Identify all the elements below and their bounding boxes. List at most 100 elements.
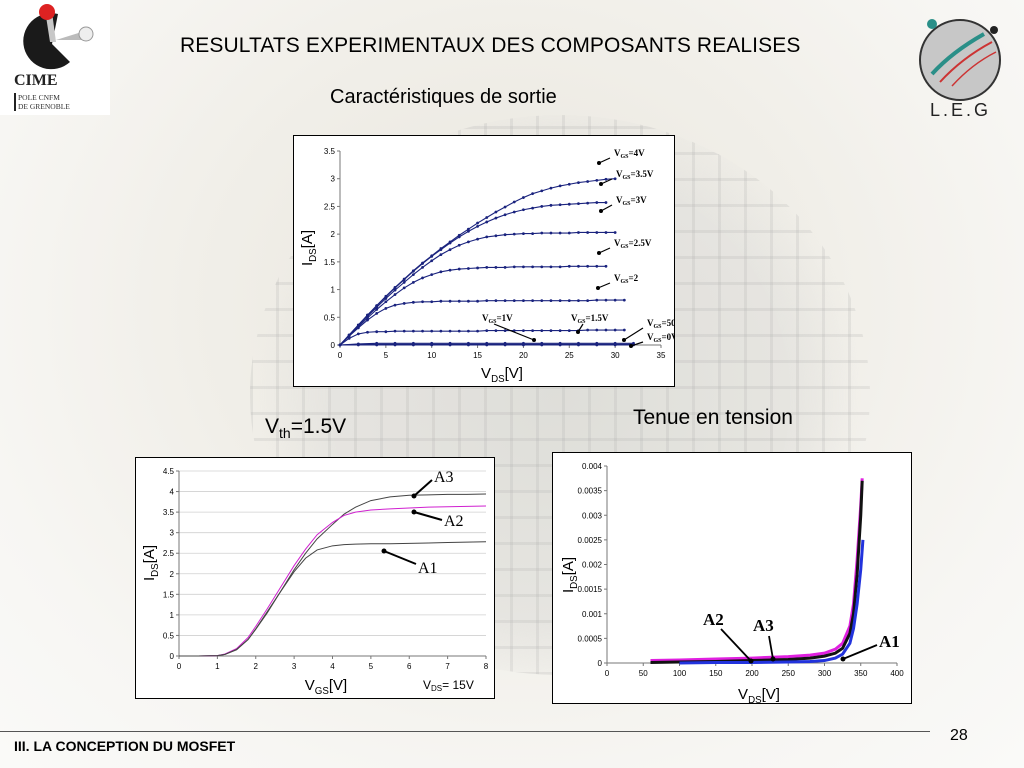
data-point: [586, 201, 590, 205]
y-tick-label: 0.0015: [578, 585, 603, 594]
x-tick-label: 3: [292, 662, 297, 671]
x-tick-label: 4: [330, 662, 335, 671]
data-point: [393, 293, 397, 296]
x-tick-label: 25: [565, 351, 574, 360]
x-tick-label: 400: [890, 669, 904, 678]
cime-subtitle-line2: DE GRENOBLE: [18, 102, 70, 111]
arrow-head: [411, 493, 417, 499]
data-point: [375, 308, 379, 311]
data-point: [595, 343, 599, 347]
label-arrow: [720, 628, 752, 662]
data-point: [522, 329, 525, 332]
data-point: [522, 196, 525, 199]
label-arrow: [600, 178, 613, 185]
arrow-head: [532, 338, 536, 342]
data-point: [494, 210, 498, 214]
vth-subscript: th: [279, 425, 291, 442]
data-point: [411, 273, 415, 277]
y-tick-label: 0.0035: [578, 487, 603, 496]
data-point: [586, 264, 590, 268]
data-point: [439, 299, 443, 303]
data-point: [375, 343, 379, 347]
label-arrow: [413, 511, 443, 521]
y-tick-label: 1: [170, 611, 175, 620]
y-tick-label: 3.5: [163, 508, 175, 517]
data-point: [476, 299, 479, 303]
data-point: [356, 326, 360, 330]
data-point: [604, 177, 608, 181]
data-point: [439, 253, 443, 257]
data-point: [467, 267, 470, 270]
data-point: [540, 343, 544, 347]
arrow-head: [840, 656, 846, 662]
cime-emblem-icon: [23, 4, 94, 70]
data-point: [338, 343, 342, 347]
data-point: [549, 186, 553, 190]
data-point: [586, 180, 590, 183]
data-point: [476, 224, 479, 228]
y-tick-label: 0: [331, 341, 336, 350]
y-tick-label: 0.003: [582, 511, 603, 520]
y-tick-label: 0.001: [582, 610, 603, 619]
data-point: [485, 266, 489, 269]
data-point: [622, 328, 626, 332]
data-point: [393, 288, 397, 292]
data-point: [512, 265, 516, 269]
leg-emblem-icon: [919, 19, 1001, 101]
data-point: [549, 203, 553, 207]
series-label: VGS=2.5V: [614, 238, 652, 250]
breakdown-plot: 0 0.0005 0.001 0.0015 0.002 0.0025 0.003 0.0035…: [560, 462, 904, 706]
data-point: [503, 343, 507, 347]
data-point: [393, 329, 397, 333]
data-point: [540, 265, 544, 269]
data-point: [567, 299, 571, 303]
data-point: [384, 307, 388, 310]
data-point: [613, 231, 617, 234]
x-tick-label: 50: [639, 669, 648, 678]
output-characteristics-chart: 0 0.5 1 1.5 2 2.5 3 3.5 0 5 10 15 20 25 30 35 IDS[A] VDS[…: [293, 135, 695, 387]
series-line: [179, 505, 487, 657]
series-label: VGS=1.5V: [571, 313, 609, 325]
label-arrow: [383, 550, 417, 565]
y-tick-label: 2.5: [324, 202, 336, 211]
x-axis-title: VGS[V]: [305, 677, 347, 697]
x-tick-label: 20: [519, 351, 528, 360]
y-tick-label: 4: [170, 488, 175, 497]
series-label: VGS=2: [614, 273, 639, 285]
data-point: [567, 231, 571, 235]
condition-annotation: VDS= 15V: [423, 678, 474, 693]
data-point: [494, 329, 498, 332]
data-point: [494, 234, 498, 238]
data-point: [430, 343, 434, 347]
data-point: [613, 343, 617, 347]
data-point: [567, 329, 571, 332]
data-point: [503, 299, 507, 303]
data-point: [421, 266, 424, 269]
data-point: [540, 189, 544, 193]
data-point: [448, 241, 452, 245]
data-point: [439, 329, 443, 333]
data-point: [567, 264, 571, 268]
data-point: [467, 240, 470, 244]
data-point: [448, 299, 452, 303]
data-point: [595, 178, 599, 182]
series-label: VGS=1V: [482, 313, 513, 325]
footer-divider: [0, 731, 930, 732]
data-point: [476, 266, 479, 270]
label-arrow: [493, 323, 535, 341]
data-point: [347, 334, 351, 338]
data-point: [430, 300, 434, 304]
x-tick-label: 5: [384, 351, 389, 360]
y-tick-label: 0.5: [163, 631, 175, 640]
data-point: [522, 265, 525, 269]
data-point: [595, 298, 599, 302]
data-point: [439, 270, 443, 274]
arrow-head: [597, 161, 601, 165]
data-point: [549, 329, 553, 332]
series-label: A3: [753, 616, 774, 635]
x-tick-label: 5: [369, 662, 374, 671]
data-point: [421, 329, 424, 333]
cime-subtitle-line1: POLE CNFM: [18, 93, 60, 102]
data-point: [613, 177, 617, 181]
arrow-head: [770, 656, 776, 662]
